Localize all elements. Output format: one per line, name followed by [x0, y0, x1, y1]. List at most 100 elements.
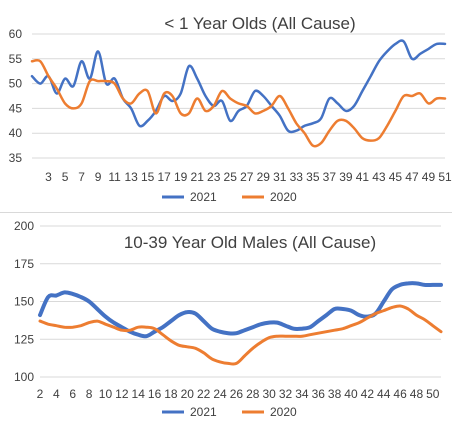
x-tick-label: 3 [45, 170, 52, 184]
data-point [195, 348, 196, 349]
data-point [440, 284, 441, 285]
chart-title: 10-39 Year Old Males (All Cause) [124, 233, 376, 252]
data-point [73, 108, 74, 109]
x-tick-label: 18 [164, 387, 178, 401]
data-point [147, 90, 148, 91]
x-tick-label: 22 [197, 387, 211, 401]
data-point [244, 355, 245, 356]
data-point [269, 322, 270, 323]
data-point [121, 327, 122, 328]
chart-males-10-39-svg: 10-39 Year Old Males (All Cause) 100 125 1… [14, 219, 443, 419]
data-point [180, 113, 181, 114]
data-point [188, 113, 189, 114]
y-tick-label: 55 [9, 52, 23, 66]
data-point [288, 108, 289, 109]
x-tick-label: 9 [95, 170, 102, 184]
data-point [230, 98, 231, 99]
x-tick-label: 33 [290, 170, 304, 184]
chart-panel-males-10-39: 10-39 Year Old Males (All Cause) 100 125 1… [0, 213, 452, 427]
x-tick-label: 38 [328, 387, 342, 401]
data-point [162, 334, 163, 335]
data-point [238, 110, 239, 111]
data-point [408, 308, 409, 309]
data-point [89, 81, 90, 82]
data-point [432, 284, 433, 285]
data-point [293, 336, 294, 337]
data-point [230, 120, 231, 121]
data-point [301, 336, 302, 337]
data-point [277, 336, 278, 337]
data-point [114, 78, 115, 79]
x-tick-label: 24 [213, 387, 227, 401]
data-point [345, 120, 346, 121]
data-point [113, 322, 114, 323]
y-tick-label: 100 [14, 370, 34, 384]
data-point [329, 130, 330, 131]
y-tick-label: 40 [9, 126, 23, 140]
data-point [89, 322, 90, 323]
data-point [197, 98, 198, 99]
data-point [81, 61, 82, 62]
data-point [188, 66, 189, 67]
data-point [310, 334, 311, 335]
data-point [187, 312, 188, 313]
data-point [359, 315, 360, 316]
data-point [378, 138, 379, 139]
data-point [203, 352, 204, 353]
data-point [64, 292, 65, 293]
x-tick-label: 25 [224, 170, 238, 184]
data-point [403, 41, 404, 42]
data-point [213, 105, 214, 106]
data-point [244, 330, 245, 331]
data-point [263, 110, 264, 111]
data-point [205, 95, 206, 96]
data-point [179, 345, 180, 346]
data-point [211, 328, 212, 329]
data-point [187, 346, 188, 347]
data-point [293, 328, 294, 329]
series-line-2021 [30, 39, 447, 134]
data-point [154, 331, 155, 332]
data-point [263, 95, 264, 96]
x-tick-label: 29 [257, 170, 271, 184]
data-point [72, 327, 73, 328]
x-tick-label: 41 [356, 170, 370, 184]
x-tick-label: 28 [246, 387, 260, 401]
data-point [391, 307, 392, 308]
data-point [416, 283, 417, 284]
data-point [40, 61, 41, 62]
x-tick-label: 16 [148, 387, 162, 401]
x-tick-label: 35 [306, 170, 320, 184]
data-point [172, 100, 173, 101]
data-point [72, 293, 73, 294]
data-point [301, 328, 302, 329]
data-point [179, 315, 180, 316]
x-tick-label: 12 [115, 387, 129, 401]
data-point [285, 325, 286, 326]
data-point [56, 325, 57, 326]
data-point [411, 95, 412, 96]
data-point [411, 58, 412, 59]
x-tick-label: 51 [438, 170, 452, 184]
x-tick-label: 23 [207, 170, 221, 184]
x-tick-label: 27 [240, 170, 254, 184]
x-tick-label: 45 [389, 170, 403, 184]
data-point [367, 318, 368, 319]
data-point [334, 308, 335, 309]
data-point [254, 113, 255, 114]
data-point [312, 145, 313, 146]
data-point [354, 128, 355, 129]
data-point [334, 330, 335, 331]
data-point [387, 51, 388, 52]
chart-panel-under-1: < 1 Year Olds (All Cause) 35 40 45 50 55 60 3 5… [0, 0, 452, 213]
data-point [236, 363, 237, 364]
x-tick-label: 17 [157, 170, 171, 184]
data-point [400, 305, 401, 306]
data-point [395, 110, 396, 111]
data-point [64, 78, 65, 79]
data-point [342, 328, 343, 329]
x-tick-label: 42 [361, 387, 375, 401]
data-point [211, 358, 212, 359]
y-tick-label: 35 [9, 151, 23, 165]
